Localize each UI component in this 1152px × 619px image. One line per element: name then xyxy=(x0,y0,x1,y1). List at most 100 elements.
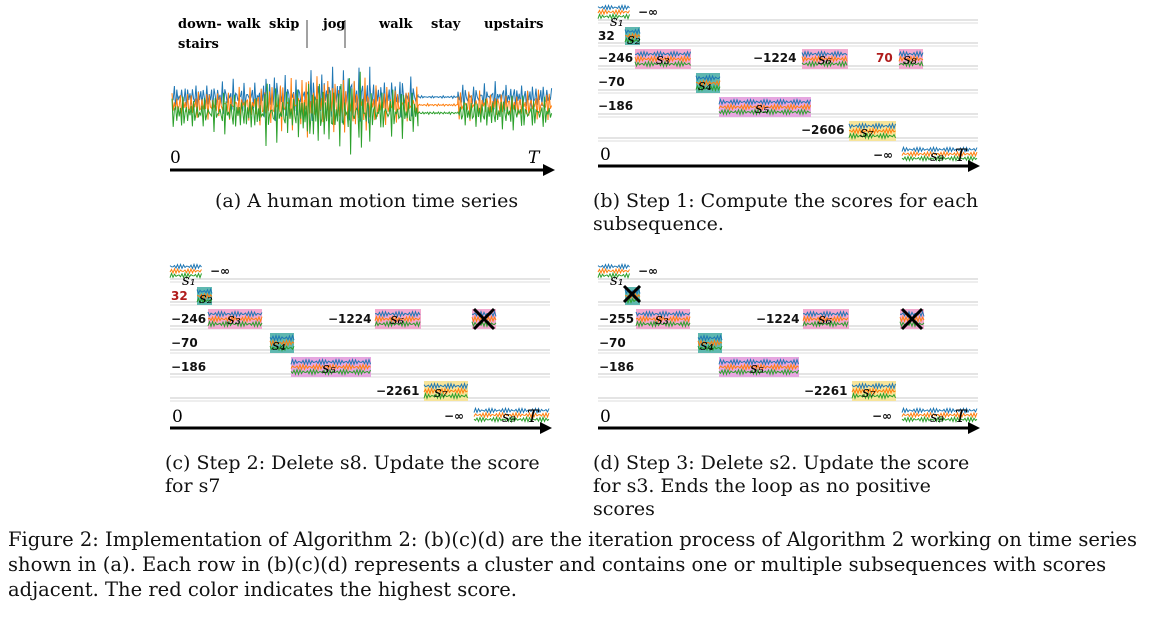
delete-mark xyxy=(622,284,642,304)
panel-b-step1: s₁ −∞ 32 s₂ −246 s₃ −1224 s₆ 70 s₈ −70 s₄ −186 s₅ −260… xyxy=(590,0,990,175)
axis-end-label: T xyxy=(955,407,968,427)
waveform-series xyxy=(171,66,553,124)
score-s6: −1224 xyxy=(328,312,371,326)
thumb-wave xyxy=(597,8,630,16)
segment-s3 xyxy=(207,309,263,329)
axis-start-label: 0 xyxy=(600,145,611,165)
waveform-group xyxy=(171,66,553,155)
thumb-wave xyxy=(848,126,896,136)
segment-s7 xyxy=(423,381,468,401)
figure-caption: Figure 2: Implementation of Algorithm 2:… xyxy=(8,528,1137,601)
axis-end-label: T xyxy=(528,148,541,168)
segment-s5 xyxy=(290,357,371,377)
thumb-wave xyxy=(899,319,925,328)
segment-s1 xyxy=(169,262,202,280)
score-s5: −186 xyxy=(171,360,206,374)
score-s2: 32 xyxy=(171,289,188,303)
thumb-wave xyxy=(207,314,263,324)
segment-s9 xyxy=(473,406,550,424)
thumb-wave xyxy=(898,59,924,69)
thumb-wave xyxy=(624,32,641,40)
segment-label-s7: s₇ xyxy=(434,383,448,401)
thumb-wave xyxy=(624,27,641,36)
thumb-wave xyxy=(624,36,641,45)
thumb-wave xyxy=(697,333,723,343)
thumb-wave xyxy=(207,319,263,329)
thumb-wave xyxy=(802,319,849,329)
score-s4: −70 xyxy=(171,336,198,350)
axis-start-label: 0 xyxy=(170,148,181,168)
score-s5: −186 xyxy=(599,360,634,374)
segment-s7 xyxy=(851,381,896,401)
waveform-series xyxy=(171,71,553,155)
panel-c-step2: s₁ −∞ 32 s₂ −246 s₃ −1224 s₆ −70 s₄ −186 s₅ −2261 s₇ −… xyxy=(162,257,562,439)
thumb-wave xyxy=(901,406,978,415)
score-s4: −70 xyxy=(598,75,625,89)
thumb-wave xyxy=(718,357,799,367)
segment-label-s4: s₄ xyxy=(272,336,286,354)
segment-label-s5: s₅ xyxy=(322,359,336,377)
segment-s5 xyxy=(718,97,811,117)
thumb-wave xyxy=(901,150,978,158)
caption-a: (a) A human motion time series xyxy=(215,190,519,212)
thumb-wave xyxy=(898,49,924,59)
score-s9: −∞ xyxy=(444,409,464,423)
thumb-wave xyxy=(597,262,630,271)
thumb-wave xyxy=(634,59,691,69)
thumb-wave xyxy=(635,314,691,324)
score-s5: −186 xyxy=(598,99,633,113)
segment-s6 xyxy=(802,309,849,329)
score-s1: −∞ xyxy=(638,264,658,278)
segment-label-s1: s₁ xyxy=(610,271,624,289)
thumb-wave xyxy=(269,333,295,343)
arrow-head xyxy=(540,422,552,434)
segment-label-s9: s₉ xyxy=(502,408,516,426)
delete-mark xyxy=(472,307,496,331)
thumb-wave xyxy=(597,267,630,275)
thumb-wave xyxy=(374,309,421,319)
thumb-wave xyxy=(901,154,978,163)
thumb-wave xyxy=(290,367,371,377)
segment-label-s2: s₂ xyxy=(627,30,641,48)
segment-label-s5: s₅ xyxy=(755,99,769,117)
thumb-wave xyxy=(848,131,896,141)
activity-label-walk: walk xyxy=(226,17,262,32)
thumb-wave xyxy=(269,344,295,353)
segment-s2 xyxy=(624,27,641,45)
thumb-wave xyxy=(423,386,468,396)
segment-s3 xyxy=(634,49,691,69)
thumb-wave xyxy=(695,79,721,88)
thumb-wave xyxy=(635,309,691,319)
segment-label-s9: s₉ xyxy=(930,147,944,165)
thumb-wave xyxy=(169,271,202,280)
thumb-wave xyxy=(207,309,263,319)
thumb-wave xyxy=(634,54,691,64)
segment-label-s9: s₉ xyxy=(930,408,944,426)
panel-a-time-series: down- stairs walk skip jog walk stay ups… xyxy=(160,8,560,188)
thumb-wave xyxy=(851,391,896,401)
thumb-wave xyxy=(901,415,978,424)
thumb-wave xyxy=(718,97,811,107)
thumb-wave xyxy=(423,381,468,391)
score-s7: −2606 xyxy=(801,123,844,137)
thumb-wave xyxy=(634,49,691,59)
thumb-wave xyxy=(196,296,213,305)
thumb-wave xyxy=(597,271,630,280)
caption-d: (d) Step 3: Delete s2. Update the score … xyxy=(593,452,993,521)
caption-d-text: (d) Step 3: Delete s2. Update the score … xyxy=(593,452,970,520)
arrow-head xyxy=(543,164,555,176)
thumb-wave xyxy=(697,338,723,348)
segment-label-s6: s₆ xyxy=(818,50,832,68)
score-s6: −1224 xyxy=(753,51,796,65)
segment-s4 xyxy=(697,333,723,353)
activity-label-downstairs: down- xyxy=(178,17,222,32)
thumb-wave xyxy=(471,309,497,319)
segment-s4 xyxy=(269,333,295,353)
waveform-series xyxy=(171,76,553,138)
segment-s6 xyxy=(801,49,848,69)
score-s2: 32 xyxy=(598,29,615,43)
step1-diagram: s₁ −∞ 32 s₂ −246 s₃ −1224 s₆ 70 s₈ −70 s₄ −186 s₅ −260… xyxy=(597,3,980,172)
thumb-wave xyxy=(848,121,896,131)
arrow-head xyxy=(968,160,980,172)
segment-label-s7: s₇ xyxy=(860,123,874,141)
